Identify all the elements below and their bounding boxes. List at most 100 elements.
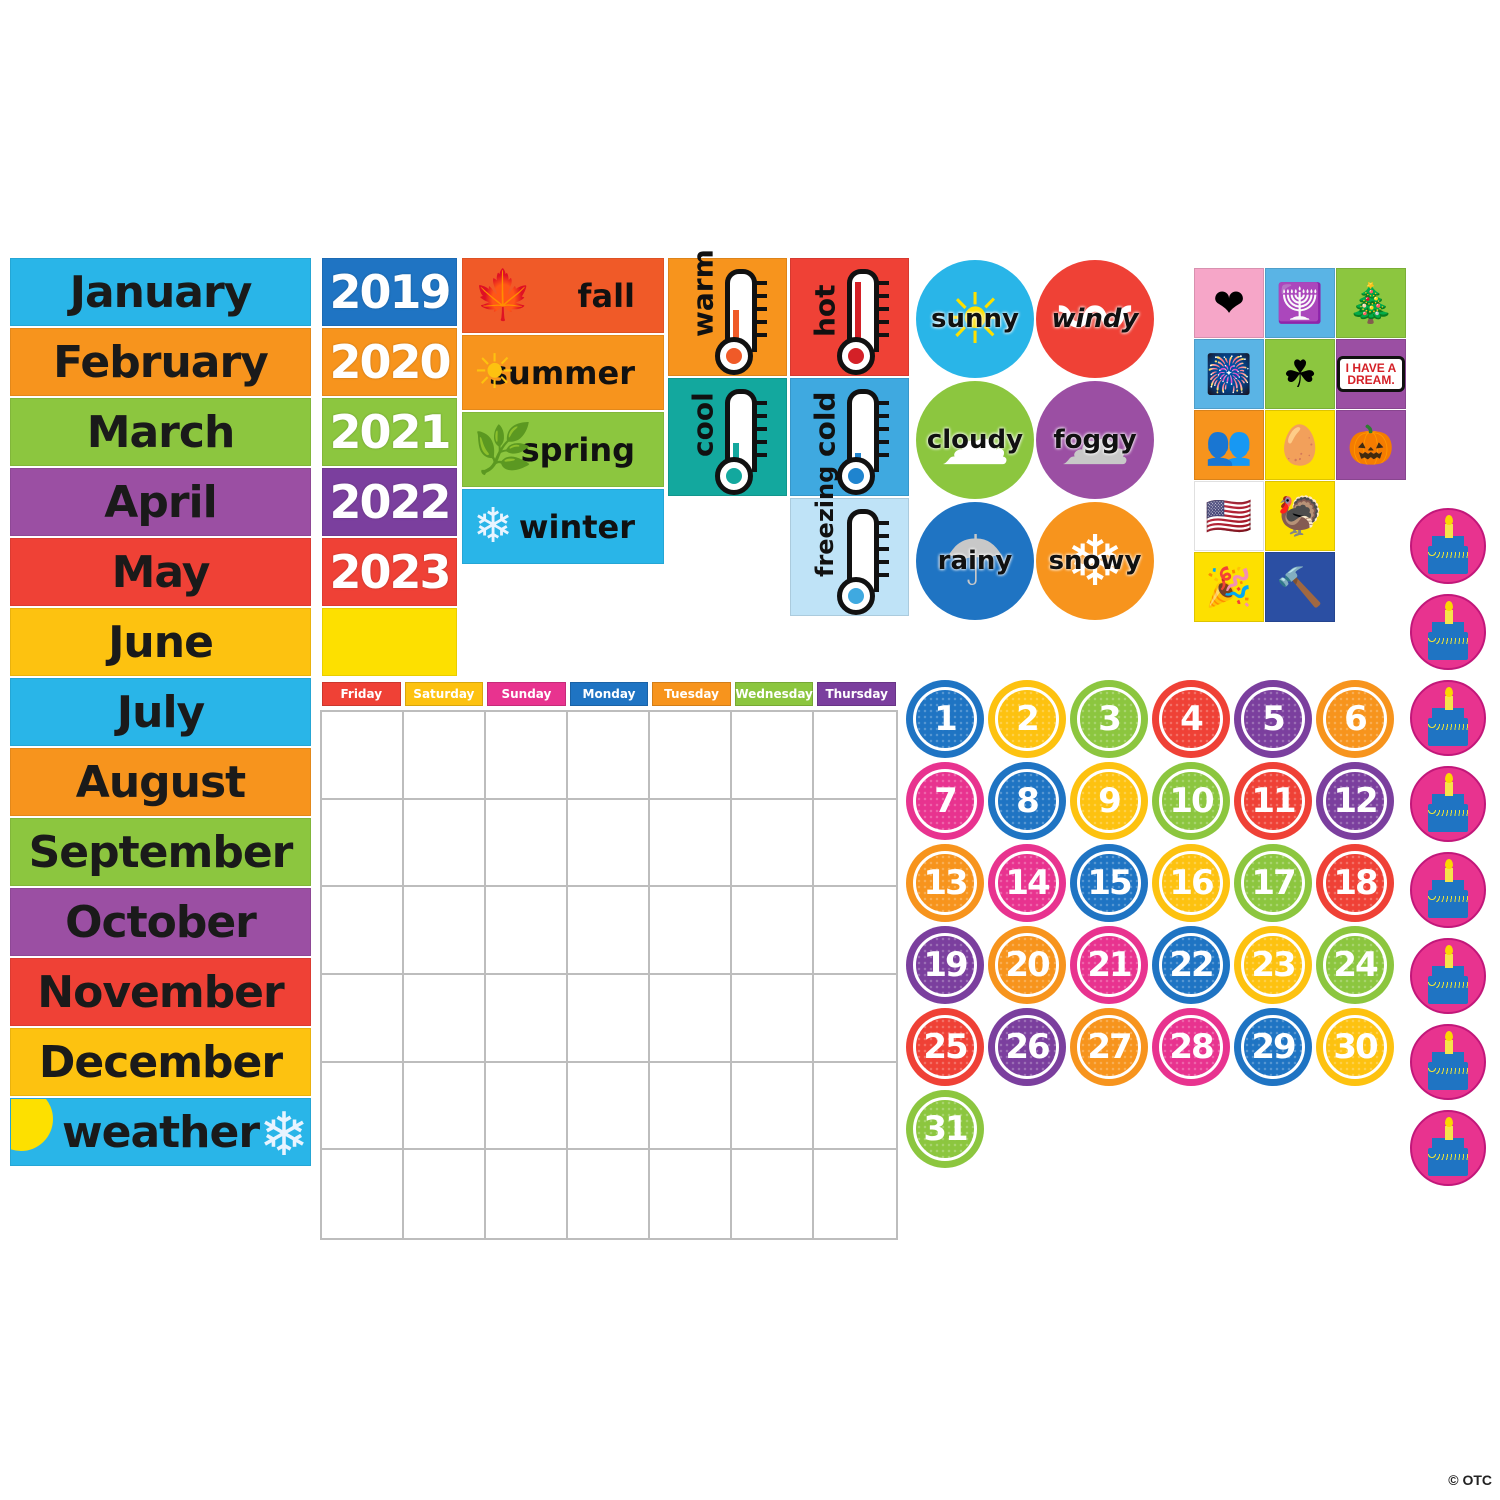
- calendar-cell[interactable]: [732, 799, 814, 888]
- calendar-cell[interactable]: [486, 799, 568, 888]
- weekday-header-friday[interactable]: Friday: [322, 682, 401, 706]
- year-card-2023[interactable]: 2023: [322, 538, 457, 606]
- calendar-cell[interactable]: [650, 1062, 732, 1151]
- birthday-circle[interactable]: [1410, 594, 1486, 670]
- temperature-card-cool[interactable]: cool: [668, 378, 787, 496]
- calendar-cell[interactable]: [568, 1062, 650, 1151]
- date-circle-26[interactable]: 26: [988, 1008, 1066, 1086]
- month-card-march[interactable]: March: [10, 398, 311, 466]
- weekday-header-thursday[interactable]: Thursday: [817, 682, 896, 706]
- weekday-header-monday[interactable]: Monday: [569, 682, 649, 706]
- calendar-cell[interactable]: [814, 1150, 896, 1238]
- year-card-blank[interactable]: [322, 608, 457, 676]
- holiday-card-labor-day[interactable]: 🔨: [1265, 552, 1335, 622]
- date-circle-17[interactable]: 17: [1234, 844, 1312, 922]
- temperature-card-warm[interactable]: warm: [668, 249, 787, 376]
- calendar-cell[interactable]: [568, 974, 650, 1063]
- calendar-cell[interactable]: [322, 712, 404, 800]
- birthday-circle[interactable]: [1410, 938, 1486, 1014]
- temperature-card-hot[interactable]: hot: [790, 258, 909, 376]
- weekday-header-sunday[interactable]: Sunday: [487, 682, 566, 706]
- holiday-card-st-patricks-day[interactable]: ☘: [1265, 339, 1335, 409]
- date-circle-28[interactable]: 28: [1152, 1008, 1230, 1086]
- date-circle-9[interactable]: 9: [1070, 762, 1148, 840]
- weather-circle-cloudy[interactable]: ☁ cloudy: [916, 381, 1034, 499]
- date-circle-8[interactable]: 8: [988, 762, 1066, 840]
- calendar-cell[interactable]: [568, 887, 650, 975]
- holiday-card-christmas[interactable]: 🎄: [1336, 268, 1406, 338]
- date-circle-25[interactable]: 25: [906, 1008, 984, 1086]
- calendar-cell[interactable]: [486, 887, 568, 975]
- date-circle-29[interactable]: 29: [1234, 1008, 1312, 1086]
- year-card-2020[interactable]: 2020: [322, 328, 457, 396]
- date-circle-10[interactable]: 10: [1152, 762, 1230, 840]
- birthday-circle[interactable]: [1410, 766, 1486, 842]
- date-circle-14[interactable]: 14: [988, 844, 1066, 922]
- date-circle-16[interactable]: 16: [1152, 844, 1230, 922]
- temperature-card-freezing[interactable]: freezing: [790, 466, 909, 616]
- calendar-cell[interactable]: [404, 1150, 486, 1238]
- date-circle-20[interactable]: 20: [988, 926, 1066, 1004]
- date-circle-2[interactable]: 2: [988, 680, 1066, 758]
- weekday-header-saturday[interactable]: Saturday: [404, 682, 484, 706]
- calendar-cell[interactable]: [814, 887, 896, 975]
- holiday-card-valentines-day[interactable]: ❤: [1194, 268, 1264, 338]
- date-circle-22[interactable]: 22: [1152, 926, 1230, 1004]
- month-card-april[interactable]: April: [10, 468, 311, 536]
- date-circle-30[interactable]: 30: [1316, 1008, 1394, 1086]
- calendar-cell[interactable]: [732, 1062, 814, 1151]
- date-circle-3[interactable]: 3: [1070, 680, 1148, 758]
- calendar-cell[interactable]: [650, 799, 732, 888]
- date-circle-27[interactable]: 27: [1070, 1008, 1148, 1086]
- weather-header-card[interactable]: ❄ weather: [10, 1098, 311, 1166]
- calendar-cell[interactable]: [404, 799, 486, 888]
- year-card-2021[interactable]: 2021: [322, 398, 457, 466]
- birthday-circle[interactable]: [1410, 508, 1486, 584]
- birthday-circle[interactable]: [1410, 1110, 1486, 1186]
- calendar-cell[interactable]: [650, 1150, 732, 1238]
- date-circle-23[interactable]: 23: [1234, 926, 1312, 1004]
- calendar-cell[interactable]: [404, 887, 486, 975]
- date-circle-4[interactable]: 4: [1152, 680, 1230, 758]
- date-circle-18[interactable]: 18: [1316, 844, 1394, 922]
- date-circle-7[interactable]: 7: [906, 762, 984, 840]
- calendar-cell[interactable]: [486, 974, 568, 1063]
- weather-circle-sunny[interactable]: ☀ sunny: [916, 260, 1034, 378]
- month-card-january[interactable]: January: [10, 258, 311, 326]
- year-card-2022[interactable]: 2022: [322, 468, 457, 536]
- weekday-header-wednesday[interactable]: Wednesday: [734, 682, 814, 706]
- calendar-cell[interactable]: [814, 800, 896, 888]
- holiday-card-presidents-day[interactable]: 👥: [1194, 410, 1264, 480]
- holiday-card-mlk-day[interactable]: I HAVE A DREAM.: [1336, 339, 1406, 409]
- weather-circle-windy[interactable]: 〰 windy: [1036, 260, 1154, 378]
- month-card-august[interactable]: August: [10, 748, 311, 816]
- date-circle-21[interactable]: 21: [1070, 926, 1148, 1004]
- weather-circle-rainy[interactable]: ☂ rainy: [916, 502, 1034, 620]
- calendar-cell[interactable]: [650, 887, 732, 975]
- weekday-header-tuesday[interactable]: Tuesday: [652, 682, 731, 706]
- month-card-july[interactable]: July: [10, 678, 311, 746]
- birthday-circle[interactable]: [1410, 680, 1486, 756]
- season-card-spring[interactable]: 🌿 spring: [462, 412, 664, 487]
- weather-circle-snowy[interactable]: ❄ snowy: [1036, 502, 1154, 620]
- holiday-card-independence-day[interactable]: 🎆: [1194, 339, 1264, 409]
- calendar-cell[interactable]: [404, 1062, 486, 1151]
- holiday-card-veterans-day[interactable]: 🇺🇸: [1194, 481, 1264, 551]
- calendar-cell[interactable]: [650, 974, 732, 1063]
- date-circle-1[interactable]: 1: [906, 680, 984, 758]
- calendar-cell[interactable]: [732, 887, 814, 975]
- date-circle-15[interactable]: 15: [1070, 844, 1148, 922]
- calendar-cell[interactable]: [568, 799, 650, 888]
- calendar-cell[interactable]: [486, 712, 568, 800]
- calendar-cell[interactable]: [486, 1150, 568, 1238]
- season-card-winter[interactable]: ❄ winter: [462, 489, 664, 564]
- date-circle-13[interactable]: 13: [906, 844, 984, 922]
- calendar-cell[interactable]: [814, 712, 896, 800]
- date-circle-11[interactable]: 11: [1234, 762, 1312, 840]
- month-card-may[interactable]: May: [10, 538, 311, 606]
- month-card-september[interactable]: September: [10, 818, 311, 886]
- month-card-june[interactable]: June: [10, 608, 311, 676]
- calendar-cell[interactable]: [568, 1150, 650, 1238]
- birthday-circle[interactable]: [1410, 1024, 1486, 1100]
- calendar-cell[interactable]: [732, 1150, 814, 1238]
